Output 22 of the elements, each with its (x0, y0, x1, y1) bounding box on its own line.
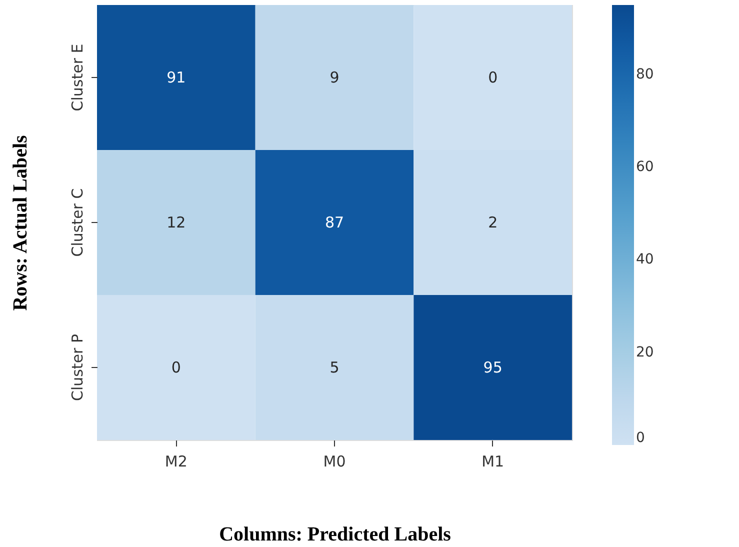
data-label: 5 (330, 358, 340, 376)
color-bar-label: 20 (636, 344, 654, 360)
data-label: 12 (166, 214, 186, 232)
data-label: 95 (483, 358, 502, 376)
data-label: 2 (488, 214, 498, 232)
x-tick-label: M2 (164, 452, 188, 470)
data-label: 9 (330, 68, 340, 86)
data-label: 91 (166, 68, 186, 86)
data-label: 0 (171, 358, 181, 376)
color-bar-label: 0 (636, 430, 645, 446)
data-label: 0 (488, 68, 498, 86)
x-axis-title: Columns: Predicted Labels (219, 524, 452, 546)
y-tick-label: Cluster P (68, 334, 86, 402)
x-tick-label: M0 (323, 452, 346, 470)
y-tick-label: Cluster C (68, 188, 86, 257)
data-label: 87 (324, 214, 344, 232)
y-tick-label: Cluster E (68, 44, 86, 112)
color-bar-label: 60 (636, 159, 654, 176)
color-bar-label: 40 (636, 252, 654, 268)
x-tick-label: M1 (482, 452, 504, 470)
color-bar-label: 80 (636, 66, 654, 82)
y-axis-title: Rows: Actual Labels (10, 135, 32, 311)
